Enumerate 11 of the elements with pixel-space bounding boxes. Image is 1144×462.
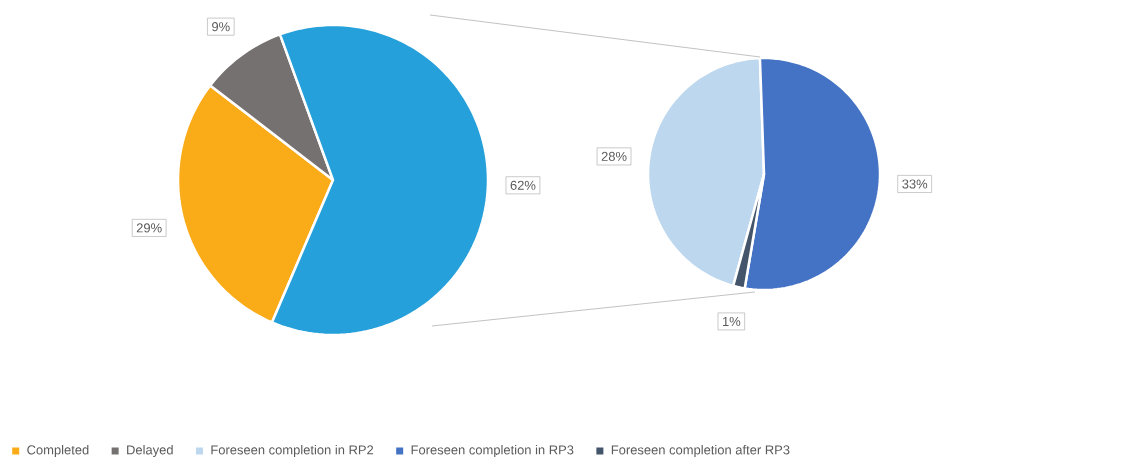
legend-label: Foreseen completion in RP2: [211, 444, 374, 458]
data-label: 9%: [212, 22, 230, 32]
data-label: 29%: [136, 223, 162, 233]
data-label: 62%: [510, 180, 536, 190]
legend-label: Delayed: [127, 444, 173, 458]
data-label: 33%: [902, 179, 928, 189]
data-label: 1%: [722, 316, 741, 326]
legend-label: Foreseen completion in RP3: [411, 444, 574, 458]
legend-label: Completed: [27, 444, 89, 458]
legend-label: Foreseen completion after RP3: [611, 444, 790, 458]
data-label: 28%: [601, 151, 627, 161]
